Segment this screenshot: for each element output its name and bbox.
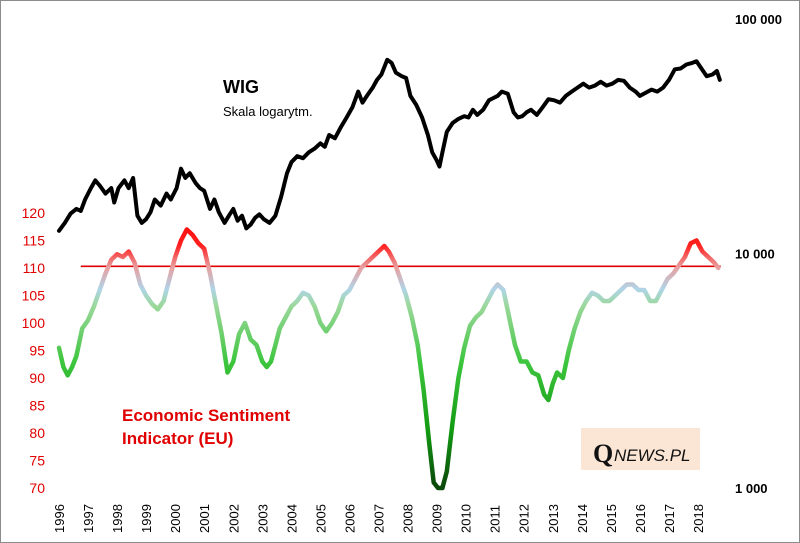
x-tick-label: 2017 <box>662 504 677 533</box>
wig-label: WIG <box>223 77 259 97</box>
x-tick-label: 2009 <box>430 504 445 533</box>
x-tick-label: 2015 <box>604 504 619 533</box>
x-tick-label: 2004 <box>284 504 299 533</box>
x-tick-label: 1996 <box>52 504 67 533</box>
left-tick-label: 85 <box>29 398 45 414</box>
x-tick-label: 2012 <box>517 504 532 533</box>
right-axis: 1 000 10 000 100 000 <box>735 12 782 496</box>
left-tick-label: 80 <box>29 425 45 441</box>
left-tick-label: 105 <box>22 288 46 304</box>
x-tick-label: 2010 <box>459 504 474 533</box>
left-axis: 70 75 80 85 90 95 100 105 110 115 120 <box>22 205 46 496</box>
x-tick-label: 1997 <box>81 504 96 533</box>
esi-label-line1: Economic Sentiment <box>122 406 290 425</box>
logo-q: Q <box>593 439 613 468</box>
left-tick-label: 95 <box>29 343 45 359</box>
x-tick-label: 2013 <box>546 504 561 533</box>
left-tick-label: 70 <box>29 480 45 496</box>
x-tick-label: 2011 <box>488 505 503 533</box>
left-tick-label: 110 <box>23 260 46 276</box>
left-tick-label: 100 <box>22 315 46 331</box>
x-tick-label: 2006 <box>342 504 357 533</box>
x-tick-label: 2003 <box>255 504 270 533</box>
qnews-logo: Q NEWS.PL <box>581 428 700 470</box>
x-tick-label: 2000 <box>168 504 183 533</box>
left-tick-label: 90 <box>29 370 45 386</box>
left-tick-label: 75 <box>29 453 45 469</box>
x-tick-label: 2014 <box>575 504 590 533</box>
left-tick-label: 115 <box>23 233 46 249</box>
right-tick-label: 1 000 <box>735 481 768 496</box>
right-tick-label: 10 000 <box>735 247 775 262</box>
x-tick-label: 1998 <box>110 504 125 533</box>
logo-text: NEWS.PL <box>614 446 691 465</box>
wig-sublabel: Skala logarytm. <box>223 104 313 119</box>
x-tick-label: 2007 <box>372 504 387 533</box>
right-tick-label: 100 000 <box>735 12 782 27</box>
x-axis: 1996 1997 1998 1999 2000 2001 2002 2003 2004 2005… <box>52 504 706 533</box>
x-tick-label: 2016 <box>633 504 648 533</box>
x-tick-label: 2008 <box>401 504 416 533</box>
logo-background <box>581 428 700 470</box>
wig-series-line <box>57 57 722 233</box>
x-tick-label: 2018 <box>691 504 706 533</box>
left-tick-label: 120 <box>22 205 46 221</box>
x-tick-label: 1999 <box>139 504 154 533</box>
x-tick-label: 2001 <box>197 504 212 533</box>
x-tick-label: 2005 <box>313 504 328 533</box>
esi-label-line2: Indicator (EU) <box>122 429 233 448</box>
esi-series-line <box>56 227 721 491</box>
x-tick-label: 2002 <box>226 504 241 533</box>
